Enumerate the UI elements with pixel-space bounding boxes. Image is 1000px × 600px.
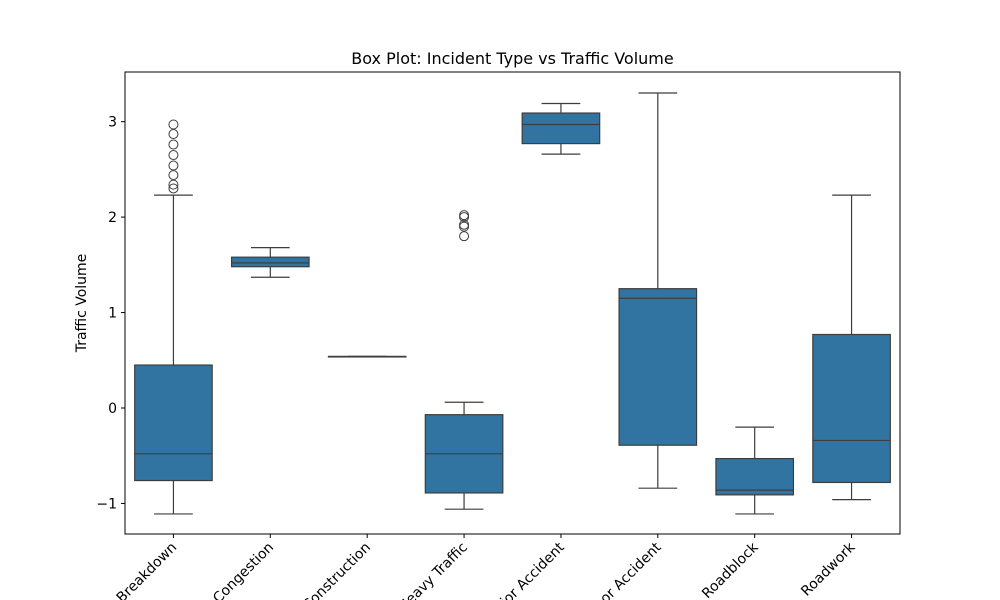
outlier-point	[168, 179, 179, 190]
box-roadwork	[812, 194, 891, 501]
box-iqr	[618, 288, 698, 446]
x-tick-label: Roadwork	[798, 539, 859, 600]
y-tick-label: 0	[108, 401, 117, 417]
x-tick-label: Breakdown	[114, 540, 181, 600]
outlier-point	[168, 160, 179, 171]
box-iqr	[134, 364, 213, 482]
outlier-point	[459, 221, 470, 232]
box-heavy-traffic	[424, 210, 504, 510]
box-iqr	[715, 457, 795, 496]
x-tick-label: Construction	[300, 540, 374, 600]
x-tick-label: Major Accident	[483, 539, 568, 600]
box-roadblock	[715, 426, 795, 515]
x-tick-label: Roadblock	[699, 539, 762, 600]
box-congestion	[230, 247, 310, 278]
outlier-point	[168, 183, 179, 194]
outlier-point	[459, 231, 470, 242]
outlier-point	[168, 139, 179, 150]
box-construction	[327, 355, 407, 358]
box-iqr	[812, 333, 891, 484]
y-axis-label: Traffic Volume	[74, 254, 90, 354]
outlier-point	[168, 119, 179, 130]
x-tick-label: Congestion	[210, 540, 277, 600]
y-tick-label: −1	[96, 496, 117, 512]
outlier-point	[459, 210, 470, 221]
x-tick-label: Heavy Traffic	[395, 540, 471, 600]
outlier-point	[168, 170, 179, 181]
plot-frame	[124, 71, 901, 535]
y-tick-label: 2	[108, 210, 117, 226]
chart-title: Box Plot: Incident Type vs Traffic Volum…	[351, 49, 673, 68]
outlier-point	[168, 129, 179, 140]
y-tick-label: 1	[108, 306, 117, 322]
y-tick-label: 3	[108, 115, 117, 131]
outlier-point	[459, 219, 470, 230]
box-major-accident	[521, 102, 601, 155]
box-iqr	[230, 256, 310, 268]
plot-area: −1 0 1 2 3 Breakdown Congestion Construction Hea…	[96, 92, 891, 600]
box-minor-accident	[618, 92, 698, 489]
box-iqr	[521, 112, 601, 145]
outlier-point	[168, 150, 179, 161]
box-breakdown	[134, 119, 213, 515]
x-tick-label: Minor Accident	[580, 539, 665, 600]
